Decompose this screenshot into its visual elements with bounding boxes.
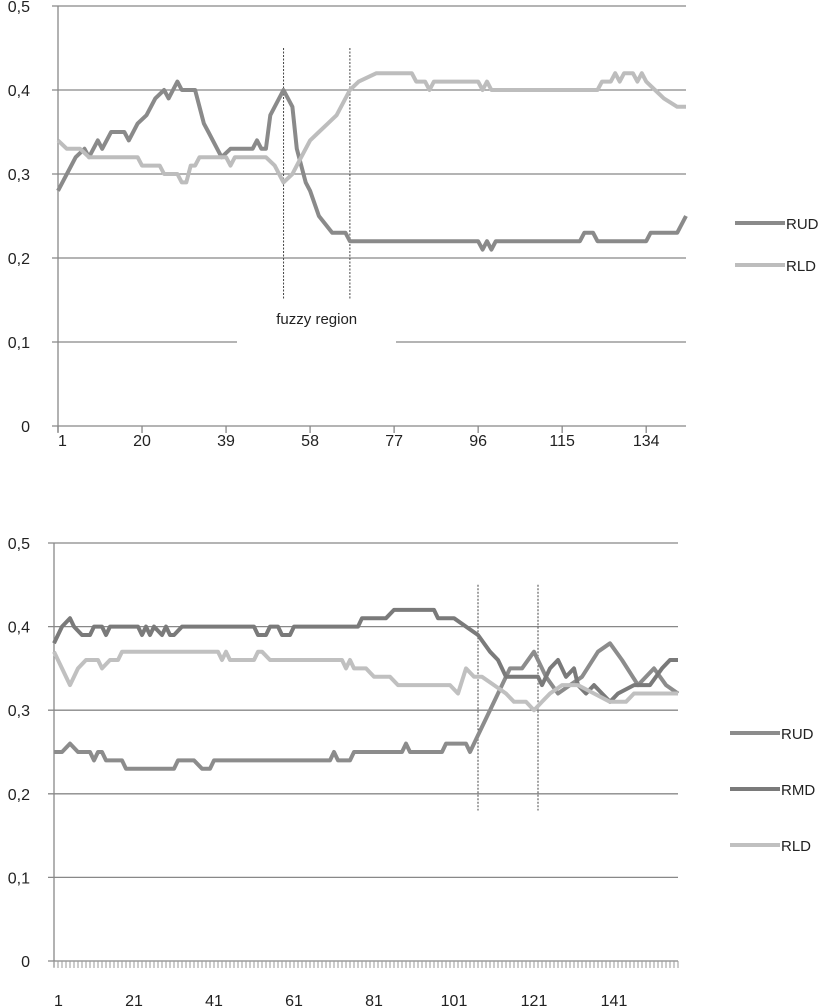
legend-label-rud: RUD bbox=[781, 726, 814, 743]
series-line-rud bbox=[54, 641, 680, 771]
x-tick-label: 121 bbox=[521, 993, 548, 1008]
chart-1: 0 0,1 0,2 0,3 0,4 0,5 1 20 39 58 77 96 115 134 fuzzy r… bbox=[8, 0, 819, 450]
x-tick-label: 101 bbox=[441, 993, 468, 1008]
x-tick-label: 61 bbox=[285, 993, 303, 1008]
x-tick-label: 20 bbox=[133, 433, 151, 450]
y-tick-label: 0 bbox=[21, 954, 30, 971]
y-tick-label: 0,1 bbox=[8, 335, 30, 352]
x-tick-label: 1 bbox=[54, 993, 63, 1008]
series-line-rld bbox=[56, 71, 686, 185]
series-line-rud bbox=[56, 79, 688, 252]
y-tick-label: 0,1 bbox=[8, 870, 30, 887]
x-tick-label: 134 bbox=[633, 433, 660, 450]
x-tick-label: 115 bbox=[549, 433, 575, 450]
legend-label-rld: RLD bbox=[781, 838, 811, 855]
series-line-rmd bbox=[52, 607, 678, 704]
x-tick-label: 39 bbox=[217, 433, 235, 450]
legend-label-rld: RLD bbox=[786, 258, 816, 275]
y-tick-label: 0,3 bbox=[8, 167, 30, 184]
x-tick-label: 58 bbox=[301, 433, 319, 450]
x-tick-label: 41 bbox=[205, 993, 223, 1008]
y-tick-label: 0,5 bbox=[8, 0, 30, 16]
legend-label-rud: RUD bbox=[786, 216, 819, 233]
x-tick-label: 141 bbox=[601, 993, 628, 1008]
series-line-rld bbox=[52, 649, 678, 713]
x-tick-label: 21 bbox=[125, 993, 143, 1008]
y-tick-label: 0,5 bbox=[8, 536, 30, 553]
x-tick-label: 77 bbox=[385, 433, 403, 450]
y-tick-label: 0,4 bbox=[8, 620, 30, 637]
y-tick-label: 0,2 bbox=[8, 787, 30, 804]
x-tick-label: 81 bbox=[365, 993, 383, 1008]
x-tick-label: 1 bbox=[58, 433, 67, 450]
y-tick-label: 0,4 bbox=[8, 83, 30, 100]
y-tick-label: 0,3 bbox=[8, 703, 30, 720]
legend-label-rmd: RMD bbox=[781, 782, 815, 799]
fuzzy-region-label: fuzzy region bbox=[276, 311, 357, 328]
y-tick-label: 0 bbox=[21, 419, 30, 436]
chart-2: 00,10,20,30,40,51 21 41 61 81 101 121 141RUDRMD… bbox=[8, 536, 816, 1008]
y-tick-label: 0,2 bbox=[8, 251, 30, 268]
x-tick-label: 96 bbox=[469, 433, 487, 450]
